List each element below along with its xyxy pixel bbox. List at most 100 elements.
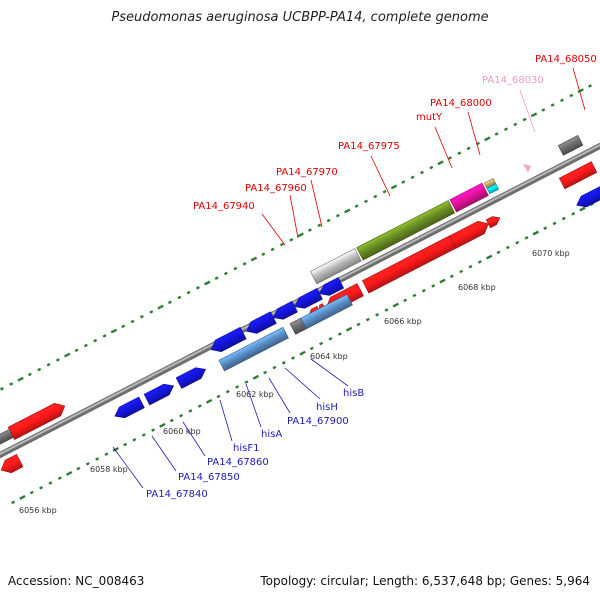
- tick-mark: [375, 313, 380, 317]
- tick-mark: [384, 308, 389, 312]
- gene-label: PA14_67975: [338, 141, 400, 152]
- scale-label: 6068 kbp: [458, 283, 496, 292]
- tick-mark: [505, 245, 510, 250]
- tick-mark: [477, 260, 482, 264]
- tick-mark: [390, 184, 398, 190]
- tick-mark: [485, 254, 493, 260]
- tick-mark: [494, 132, 499, 136]
- tick-mark: [496, 250, 501, 255]
- tick-mark: [382, 189, 387, 194]
- tick-mark: [0, 387, 4, 391]
- gene-body: [210, 326, 247, 353]
- tick-mark: [151, 428, 156, 432]
- scale-label: 6070 kbp: [532, 249, 570, 258]
- leader-line: [310, 358, 349, 387]
- tick-mark: [326, 218, 331, 223]
- tick-mark: [588, 84, 592, 88]
- pink-marker: [523, 163, 532, 173]
- gene-label: hisA: [261, 429, 282, 440]
- gene-body: [246, 311, 277, 334]
- gene-hisB-a: [319, 277, 345, 296]
- tick-mark: [123, 442, 128, 447]
- tick-mark: [179, 413, 184, 418]
- tick-mark: [197, 404, 202, 408]
- tick-mark: [541, 108, 546, 112]
- tick-mark: [299, 350, 306, 356]
- gene-PA14_68000-b: [486, 183, 500, 195]
- leader-line: [467, 111, 481, 156]
- tick-mark: [130, 319, 135, 324]
- tick-mark: [9, 382, 14, 386]
- gene-label: PA14_67970: [276, 167, 338, 178]
- scale-label: 6066 kbp: [384, 317, 422, 326]
- gene-hisF1: [210, 326, 247, 353]
- gene-label: PA14_67850: [178, 472, 240, 483]
- tick-mark: [83, 343, 88, 348]
- tick-mark: [263, 370, 268, 375]
- tick-mark: [188, 409, 193, 413]
- tick-mark: [279, 242, 284, 247]
- tick-mark: [577, 88, 584, 94]
- tick-mark: [291, 356, 296, 360]
- tick-mark: [102, 334, 107, 338]
- gene-label: PA14_67860: [207, 457, 269, 468]
- gene-label: PA14_68000: [430, 98, 492, 109]
- tick-mark: [216, 394, 221, 399]
- gene-left-red: [7, 403, 66, 441]
- tick-mark: [513, 122, 518, 127]
- tick-mark: [177, 295, 182, 300]
- tick-mark: [437, 160, 444, 166]
- tick-mark: [29, 490, 34, 495]
- accession-text: Accession: NC_008463: [8, 574, 145, 588]
- tick-mark: [344, 208, 351, 214]
- gene-PA14_68000-rev: [449, 220, 489, 249]
- gene-PA14_67970: [309, 248, 362, 285]
- tick-mark: [401, 180, 406, 184]
- leader-line: [370, 155, 391, 197]
- tick-mark: [439, 278, 446, 284]
- gene-PA14_67975: [356, 200, 456, 261]
- tick-mark: [225, 389, 230, 394]
- leader-line: [268, 377, 291, 414]
- tick-mark: [205, 398, 213, 404]
- tick-mark: [65, 470, 73, 476]
- gene-body: [485, 216, 501, 229]
- tick-mark: [365, 317, 370, 322]
- tick-mark: [93, 338, 98, 343]
- leader-line: [261, 213, 286, 246]
- tick-mark: [543, 226, 548, 230]
- gene-label: PA14_67840: [146, 489, 208, 500]
- gene-far-right-red: [558, 161, 598, 190]
- gene-label: hisB: [343, 388, 364, 399]
- gene-label: PA14_67940: [193, 201, 255, 212]
- tick-mark: [121, 324, 126, 329]
- tick-mark: [235, 385, 240, 389]
- leader-line: [289, 194, 299, 239]
- gene-body: [143, 383, 175, 406]
- leader-line: [434, 126, 453, 169]
- tick-mark: [319, 341, 324, 346]
- tick-mark: [242, 262, 247, 266]
- tick-mark: [11, 500, 16, 505]
- tick-mark: [560, 98, 564, 103]
- tick-mark: [289, 238, 294, 242]
- tick-mark: [337, 332, 342, 336]
- tick-mark: [421, 288, 426, 293]
- gene-body: [294, 288, 323, 309]
- tick-mark: [74, 348, 79, 353]
- tick-mark: [410, 175, 415, 180]
- tick-mark: [139, 314, 144, 319]
- gene-label: PA14_68050: [535, 54, 597, 65]
- tick-mark: [19, 494, 26, 500]
- gene-label: PA14_67900: [287, 416, 349, 427]
- leader-line: [284, 367, 321, 400]
- tick-mark: [195, 286, 200, 290]
- topology-text: Topology: circular; Length: 6,537,648 bp…: [260, 574, 590, 588]
- gene-PA14_67850: [143, 383, 175, 406]
- tick-mark: [132, 438, 137, 442]
- tick-mark: [524, 236, 529, 240]
- tick-mark: [186, 290, 191, 295]
- scale-labels: 6056 kbp 6058 kbp 6060 kbp 6062 kbp 6064 kbp…: [19, 249, 570, 515]
